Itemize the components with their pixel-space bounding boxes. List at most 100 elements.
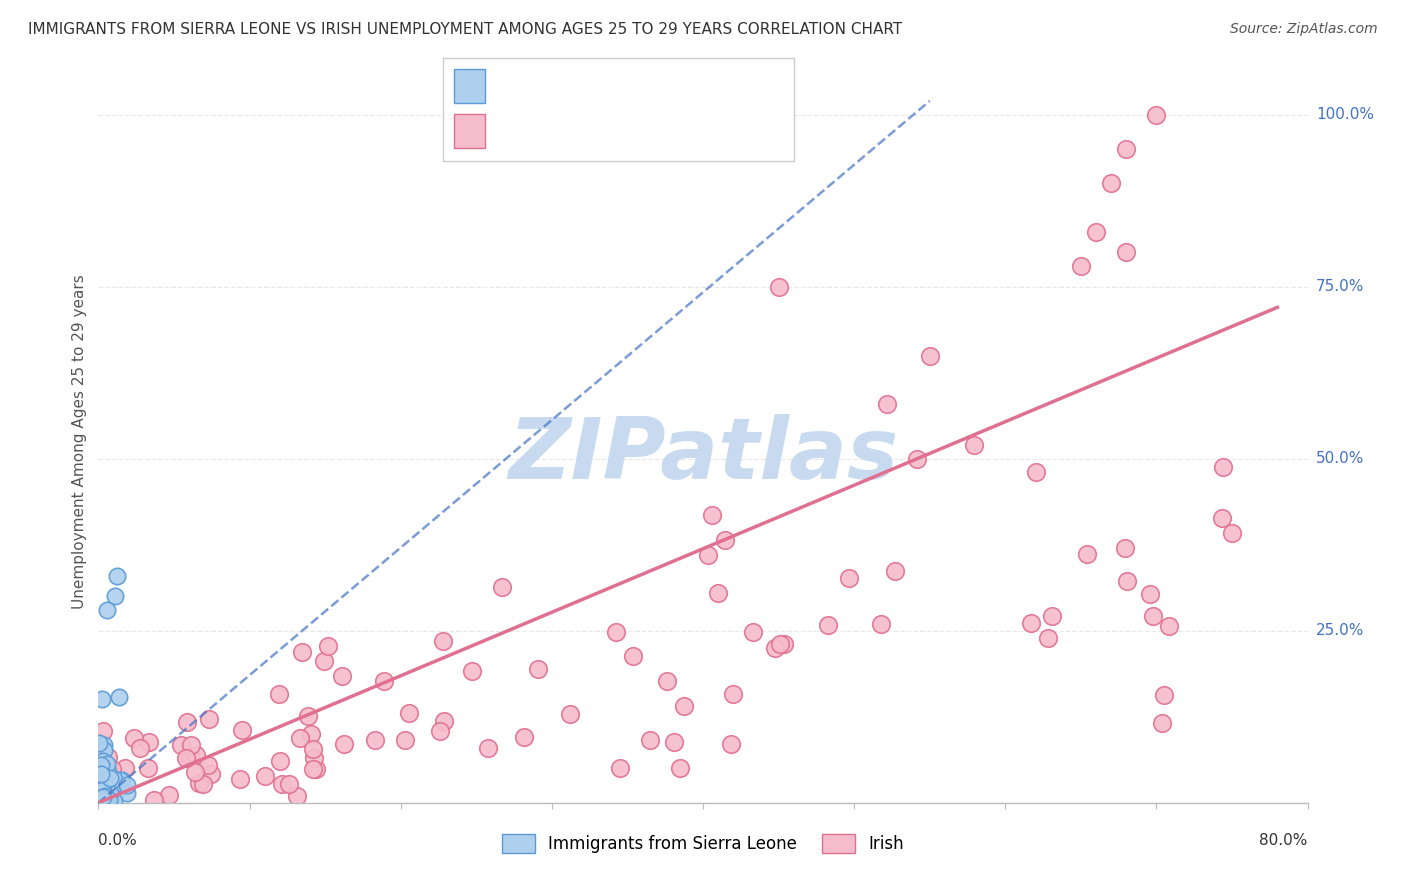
Text: Source: ZipAtlas.com: Source: ZipAtlas.com bbox=[1230, 22, 1378, 37]
Text: 25.0%: 25.0% bbox=[1316, 624, 1364, 639]
Point bbox=[817, 618, 839, 632]
Point bbox=[1115, 142, 1137, 156]
Point bbox=[267, 687, 290, 701]
Point bbox=[253, 769, 276, 783]
Text: 61: 61 bbox=[606, 78, 628, 95]
Point bbox=[90, 784, 112, 798]
Point bbox=[200, 767, 222, 781]
Point bbox=[394, 733, 416, 747]
Point bbox=[526, 662, 548, 676]
Text: N =: N = bbox=[576, 123, 613, 141]
Point bbox=[231, 723, 253, 738]
Point bbox=[114, 761, 136, 775]
Point bbox=[1144, 108, 1167, 122]
Point bbox=[1115, 245, 1137, 260]
Point bbox=[720, 737, 742, 751]
Text: IMMIGRANTS FROM SIERRA LEONE VS IRISH UNEMPLOYMENT AMONG AGES 25 TO 29 YEARS COR: IMMIGRANTS FROM SIERRA LEONE VS IRISH UN… bbox=[28, 22, 903, 37]
Point bbox=[558, 707, 581, 722]
Point bbox=[100, 788, 122, 802]
Point bbox=[373, 673, 395, 688]
Point bbox=[291, 645, 314, 659]
Point bbox=[89, 780, 111, 795]
Point bbox=[1070, 259, 1092, 273]
Point bbox=[302, 751, 325, 765]
Point bbox=[876, 397, 898, 411]
Text: ZIPatlas: ZIPatlas bbox=[508, 415, 898, 498]
Point bbox=[870, 617, 893, 632]
Point bbox=[883, 564, 905, 578]
Point bbox=[609, 761, 631, 775]
Point bbox=[229, 772, 252, 786]
Point bbox=[117, 786, 139, 800]
Point bbox=[270, 777, 292, 791]
Point bbox=[117, 778, 139, 792]
Point bbox=[669, 761, 692, 775]
Point bbox=[90, 783, 112, 797]
Point bbox=[103, 794, 125, 808]
Point bbox=[157, 788, 180, 802]
Point bbox=[94, 789, 117, 803]
Point bbox=[98, 771, 121, 785]
Point bbox=[1150, 715, 1173, 730]
Point bbox=[1019, 616, 1042, 631]
Point bbox=[1040, 609, 1063, 624]
Text: 0.462: 0.462 bbox=[524, 78, 576, 95]
Point bbox=[290, 731, 312, 746]
Point bbox=[90, 791, 112, 805]
Point bbox=[90, 785, 112, 799]
Point bbox=[187, 776, 209, 790]
Point bbox=[179, 748, 201, 763]
Text: N =: N = bbox=[576, 78, 613, 95]
Point bbox=[90, 758, 112, 772]
Point bbox=[277, 777, 299, 791]
Point bbox=[763, 640, 786, 655]
Point bbox=[713, 533, 735, 547]
Point bbox=[104, 777, 127, 791]
Point bbox=[333, 737, 356, 751]
Point bbox=[107, 690, 129, 704]
Point bbox=[136, 761, 159, 775]
Point bbox=[1099, 177, 1122, 191]
Point bbox=[963, 438, 986, 452]
Point bbox=[769, 637, 792, 651]
Point bbox=[89, 772, 111, 786]
Point bbox=[1115, 574, 1137, 588]
Point bbox=[1036, 632, 1059, 646]
Point bbox=[143, 793, 166, 807]
Point bbox=[316, 639, 339, 653]
Point bbox=[101, 780, 124, 795]
Point bbox=[1139, 587, 1161, 601]
Point bbox=[89, 790, 111, 805]
Text: R =: R = bbox=[494, 123, 530, 141]
Point bbox=[90, 771, 112, 785]
Point bbox=[742, 624, 765, 639]
Point bbox=[1114, 541, 1136, 555]
Point bbox=[105, 568, 128, 582]
Point bbox=[93, 776, 115, 790]
Point bbox=[90, 778, 112, 792]
Point bbox=[174, 751, 197, 765]
Point bbox=[103, 590, 125, 604]
Point bbox=[90, 779, 112, 793]
Point bbox=[89, 795, 111, 809]
Point bbox=[305, 763, 328, 777]
Point bbox=[398, 706, 420, 720]
Point bbox=[1076, 547, 1098, 561]
Point bbox=[1211, 511, 1233, 525]
Point bbox=[312, 654, 335, 668]
Text: 100.0%: 100.0% bbox=[1316, 107, 1374, 122]
Point bbox=[93, 788, 115, 802]
Point bbox=[1220, 525, 1243, 540]
Point bbox=[94, 785, 117, 799]
Point bbox=[432, 634, 454, 648]
Text: 80.0%: 80.0% bbox=[1260, 833, 1308, 848]
Point bbox=[184, 747, 207, 762]
Point bbox=[197, 757, 219, 772]
Point bbox=[605, 624, 627, 639]
Point bbox=[111, 773, 134, 788]
Point bbox=[93, 738, 115, 752]
Point bbox=[429, 724, 451, 739]
Point bbox=[1212, 460, 1234, 475]
Point bbox=[773, 637, 796, 651]
Point bbox=[198, 713, 221, 727]
